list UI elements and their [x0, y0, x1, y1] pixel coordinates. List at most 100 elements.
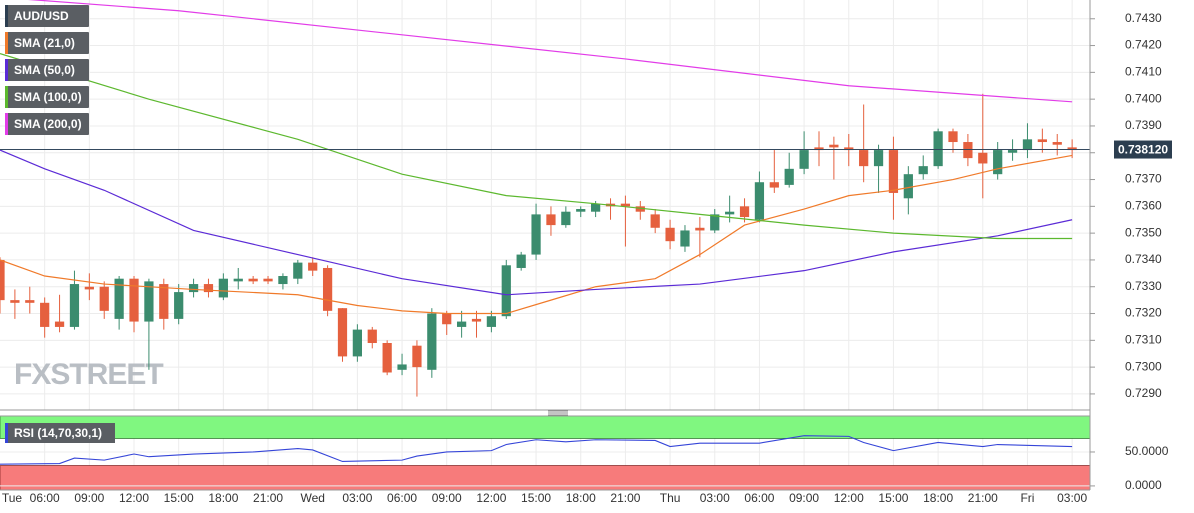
x-tick-label: 03:00 [1057, 491, 1087, 505]
candle-body [10, 300, 20, 303]
x-tick-label: 15:00 [878, 491, 908, 505]
sma-line [0, 149, 1073, 296]
candle-body [442, 313, 452, 325]
candle-body [993, 150, 1003, 175]
candle-body [293, 262, 303, 279]
x-tick-label: 15:00 [521, 491, 551, 505]
candle-body [337, 308, 348, 357]
candle-body [680, 230, 690, 247]
legend-box [5, 5, 89, 27]
candle-body [754, 182, 765, 220]
candle-body [188, 284, 199, 293]
candle-body [322, 267, 333, 311]
candle-body [0, 259, 5, 301]
candle-body [367, 329, 377, 344]
legend-box [5, 32, 89, 54]
candle-body [814, 147, 824, 151]
x-tick-label: 18:00 [208, 491, 238, 505]
candle-body [99, 286, 109, 311]
candle-body [501, 265, 511, 317]
x-tick-label: Thu [660, 491, 681, 505]
y-tick-label: 0.7420 [1125, 38, 1162, 52]
candle-body [769, 182, 779, 188]
candle-body [784, 168, 794, 185]
legend-label: SMA (50,0) [14, 63, 75, 77]
candle-body [978, 152, 988, 164]
x-tick-label: 09:00 [789, 491, 819, 505]
candle-body [278, 276, 288, 285]
candle-body [25, 300, 35, 303]
legend-entry: SMA (50,0) [5, 59, 89, 81]
candle-body [1067, 147, 1077, 151]
sma-line [0, 154, 1073, 315]
x-tick-label: 21:00 [253, 491, 283, 505]
legend-entry: RSI (14,70,30,1) [5, 423, 115, 443]
y-tick-label: 0.7330 [1125, 279, 1162, 293]
candle-body [903, 174, 913, 199]
candle-body [1037, 139, 1047, 143]
x-tick-label: 03:00 [700, 491, 730, 505]
panel-handle[interactable] [548, 410, 568, 416]
candle-body [84, 286, 94, 290]
candle-body [799, 150, 809, 169]
legend-swatch [5, 5, 8, 27]
candle-body [486, 316, 497, 327]
candle-body [710, 214, 720, 231]
legend-label: RSI (14,70,30,1) [14, 426, 102, 440]
sma-line [27, 0, 1073, 103]
y-tick-label: 0.7370 [1125, 172, 1162, 186]
x-tick-label: 06:00 [744, 491, 774, 505]
candle-body [829, 144, 839, 148]
candle-body [531, 214, 541, 255]
legend-label: SMA (100,0) [14, 90, 82, 104]
candle-body [591, 203, 601, 212]
candle-body [1022, 139, 1033, 151]
x-tick-label: 06:00 [387, 491, 417, 505]
x-tick-label: 21:00 [610, 491, 640, 505]
candle-body [546, 214, 556, 226]
y-tick-label: 0.7360 [1125, 199, 1162, 213]
candle-body [859, 150, 869, 167]
x-tick-label: Wed [300, 491, 324, 505]
legend-box [5, 59, 89, 81]
rsi-panel [0, 416, 1090, 490]
y-tick-label: 0.7300 [1125, 359, 1162, 373]
y-tick-label: 0.7340 [1125, 252, 1162, 266]
legend-entry: SMA (200,0) [5, 113, 89, 135]
candle-body [308, 262, 318, 271]
legend-entry: SMA (21,0) [5, 32, 89, 54]
sma-line [0, 53, 1073, 240]
candle-body [456, 321, 467, 327]
candle-body [144, 281, 154, 322]
watermark: FXSTREET [14, 358, 163, 391]
legend-swatch [5, 86, 8, 108]
candle-body [397, 364, 407, 370]
y-tick-label: 0.7390 [1125, 118, 1162, 132]
legend-box [5, 423, 115, 443]
candle-body [844, 147, 854, 151]
x-tick-label: 12:00 [834, 491, 864, 505]
x-tick-label: Fri [1020, 491, 1034, 505]
x-tick-label: 12:00 [119, 491, 149, 505]
candle-body [948, 131, 958, 143]
candle-body [725, 211, 735, 215]
legend-entry: SMA (100,0) [5, 86, 89, 108]
x-tick-label: Tue [2, 491, 23, 505]
candle-body [203, 284, 214, 293]
candle-body [1007, 150, 1018, 153]
x-tick-label: 18:00 [566, 491, 596, 505]
legend-label: SMA (21,0) [14, 36, 75, 50]
y-tick-label: 0.0000 [1125, 478, 1162, 492]
candle-body [352, 329, 362, 357]
candle-body [635, 206, 645, 212]
candle-body [54, 321, 65, 327]
x-tick-label: 18:00 [923, 491, 953, 505]
candle-body [888, 150, 899, 193]
candle-body [561, 211, 571, 226]
x-tick-label: 06:00 [30, 491, 60, 505]
legend-label: AUD/USD [14, 9, 69, 23]
last-price-box [1114, 140, 1172, 159]
y-tick-label: 0.7290 [1125, 386, 1162, 400]
overbought-band [0, 416, 1090, 439]
